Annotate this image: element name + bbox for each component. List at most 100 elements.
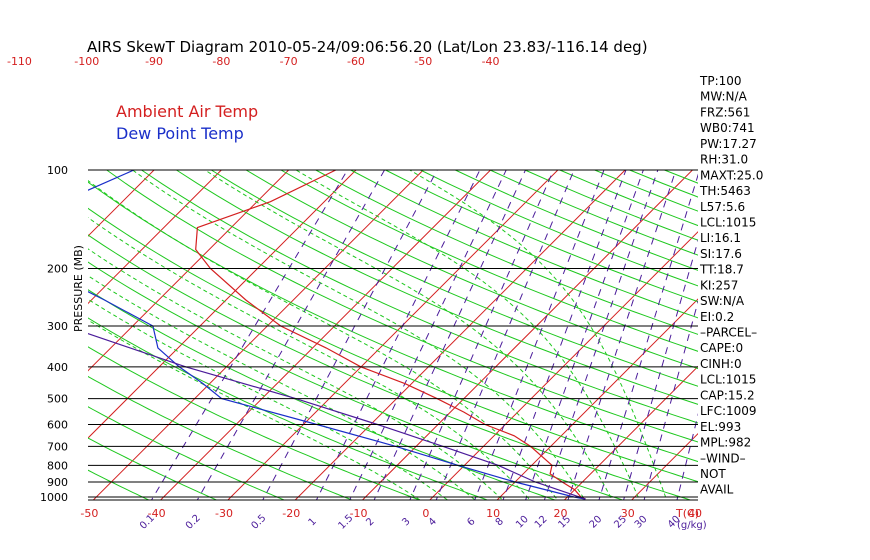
bottom-temp-tick-label: -10 [350, 507, 368, 520]
plot-area [0, 169, 870, 504]
isotherm-line [159, 169, 491, 500]
index-item: LCL:1015 [700, 215, 756, 229]
dry-adiabat-line [106, 169, 698, 443]
pressure-tick-label: 600 [47, 418, 68, 431]
index-item: AVAIL [700, 483, 734, 497]
dry-adiabat-line [0, 170, 89, 504]
pressure-tick-labels: 100 200 300 400 500 600 700 800 900 1000 [40, 164, 68, 504]
isotherm-line [0, 170, 87, 504]
dry-adiabat-line [88, 375, 354, 500]
mixing-ratio-tick-label: 10 [514, 514, 531, 531]
index-item: NOT [700, 467, 726, 481]
index-item: SW:N/A [700, 294, 745, 308]
index-item: MAXT:25.0 [700, 168, 763, 182]
bottom-temp-tick-label: 20 [553, 507, 567, 520]
bottom-temp-tick-label: -30 [215, 507, 233, 520]
dry-adiabat-line [88, 406, 286, 500]
isotherm-line [0, 170, 19, 504]
mixing-ratio-line [150, 169, 348, 500]
index-item: LI:16.1 [700, 231, 741, 245]
index-item: TP:100 [699, 74, 742, 88]
isotherm-line [294, 169, 626, 500]
mixing-ratio-line [435, 169, 575, 500]
mixing-ratio-line [349, 169, 507, 500]
index-item: EL:993 [700, 420, 741, 434]
index-item: EI:0.2 [700, 310, 734, 324]
mixing-ratio-tick-label: 20 [588, 514, 605, 531]
mixing-ratio-line [315, 169, 481, 500]
moist-adiabat-line [88, 319, 421, 500]
pressure-tick-label: 400 [47, 361, 68, 374]
index-item: MPL:982 [700, 436, 751, 450]
top-temp-tick-label: -100 [74, 55, 99, 68]
mixing-ratio-tick-label: 1 [307, 516, 319, 528]
pressure-tick-label: 800 [47, 459, 68, 472]
top-temp-tick-label: -40 [482, 55, 500, 68]
pressure-tick-label: 300 [47, 320, 68, 333]
index-item: CAP:15.2 [700, 388, 755, 402]
dry-adiabat-line [769, 170, 870, 504]
mixing-ratio-line [196, 169, 385, 500]
dry-adiabat-line [88, 234, 693, 500]
mixing-ratio-line [567, 169, 677, 500]
mixing-ratio-tick-label: 0.2 [184, 513, 203, 532]
mixing-ratio-line [525, 169, 644, 500]
dry-adiabat-line [0, 170, 21, 504]
dry-adiabat-line [176, 169, 698, 405]
top-temp-tick-labels: -120-110-100-90-80-70-60-50-40 [7, 55, 500, 68]
pressure-tick-label: 500 [47, 393, 68, 406]
mixing-ratio-tick-label: 0.5 [249, 513, 268, 532]
mixing-ratio-unit-label: (g/kg) [677, 520, 707, 531]
bottom-temp-tick-label: 10 [486, 507, 500, 520]
isotherm-line [762, 170, 870, 504]
dry-adiabat-line [350, 169, 698, 319]
index-item: LFC:1009 [700, 404, 757, 418]
mixing-ratio-line [543, 169, 659, 500]
mixing-ratio-line [409, 169, 554, 500]
mixing-ratio-tick-label: 12 [533, 514, 550, 531]
dry-adiabat-line [88, 289, 557, 500]
pressure-tick-label: 1000 [40, 491, 68, 504]
pressure-tick-label: 100 [47, 164, 68, 177]
bottom-temp-tick-label: -40 [148, 507, 166, 520]
index-item: –PARCEL– [700, 326, 757, 340]
bottom-temp-tick-label: 30 [621, 507, 635, 520]
dry-adiabat-line [489, 169, 698, 256]
pressure-tick-label: 900 [47, 476, 68, 489]
mixing-ratio-line [643, 299, 698, 500]
mixing-ratio-tick-label: 4 [427, 516, 439, 528]
isotherm-line [88, 169, 155, 237]
top-temp-tick-label: -80 [212, 55, 230, 68]
moist-adiabat-line [88, 216, 531, 500]
dry-adiabat-line [88, 437, 218, 500]
mixing-ratio-line [676, 413, 698, 500]
mixing-ratio-tick-label: 6 [465, 516, 477, 528]
dry-adiabat-line [88, 261, 625, 500]
isotherm-line [429, 231, 698, 500]
dry-adiabat-line [88, 317, 489, 500]
bottom-temp-tick-label: -20 [282, 507, 300, 520]
bottom-temp-tick-labels: -50 -40 -30 -20 -10 0 10 20 30 40 [80, 507, 702, 520]
isotherm-line [88, 169, 222, 305]
index-item: KI:257 [700, 278, 738, 292]
legend: Ambient Air Temp Dew Point Temp [116, 102, 258, 143]
mixing-ratio-line [623, 238, 698, 500]
index-item: WB0:741 [700, 121, 755, 135]
mixing-ratio-tick-label: 2 [364, 516, 376, 528]
mixing-ratio-tick-label: 30 [633, 514, 650, 531]
dry-adiabat-line [141, 169, 698, 424]
chart-title: AIRS SkewT Diagram 2010-05-24/09:06:56.2… [87, 38, 648, 56]
top-temp-tick-label: -60 [347, 55, 365, 68]
dry-adiabat-line [455, 169, 698, 271]
y-axis-title: PRESSURE (MB) [72, 245, 85, 332]
index-item: FRZ:561 [700, 105, 750, 119]
moist-adiabat-line [204, 169, 613, 500]
isotherm-line [88, 169, 357, 439]
bottom-temp-tick-label: 40 [688, 507, 702, 520]
top-temp-tick-label: -50 [414, 55, 432, 68]
isotherm-line [88, 169, 290, 372]
dry-adiabat-line [88, 207, 698, 483]
series-parcel-line [88, 333, 586, 500]
index-item: –WIND– [700, 451, 746, 465]
isotherm-line [830, 170, 870, 504]
